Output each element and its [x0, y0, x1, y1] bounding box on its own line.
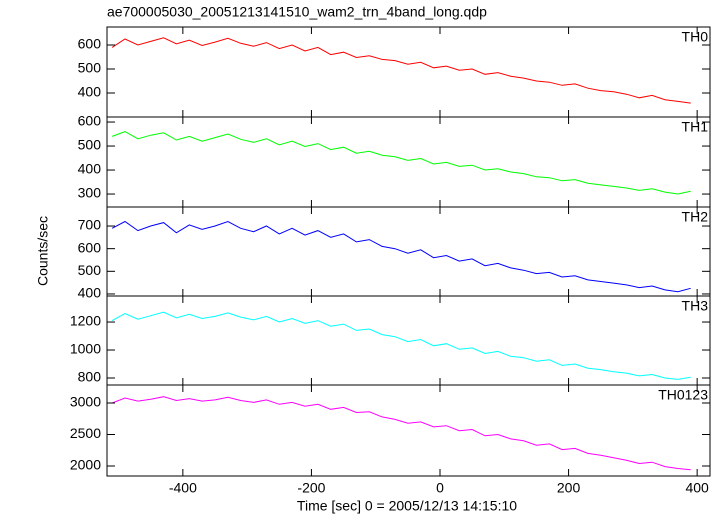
y-tick-label: 400	[78, 161, 102, 177]
y-tick-label: 2500	[70, 425, 101, 441]
panel-frame	[106, 26, 711, 118]
panel-label: TH0	[682, 29, 709, 45]
x-tick-label: 400	[685, 480, 709, 496]
panel-frame	[106, 295, 711, 386]
light-curve	[111, 396, 691, 471]
y-tick-label: 400	[78, 84, 102, 100]
x-axis-label: Time [sec] 0 = 2005/12/13 14:15:10	[297, 498, 517, 514]
y-tick-label: 2000	[70, 457, 101, 473]
panel-frame	[106, 206, 711, 297]
y-tick-label: 500	[78, 60, 102, 76]
x-tick-label: -400	[169, 480, 197, 496]
y-tick-label: 600	[78, 36, 102, 52]
y-tick-label: 700	[78, 217, 102, 233]
chart-title: ae700005030_20051213141510_wam2_trn_4ban…	[107, 4, 487, 20]
light-curve	[111, 220, 691, 293]
panel-label: TH3	[682, 298, 709, 314]
y-tick-label: 1000	[70, 341, 101, 357]
x-tick-label: 200	[557, 480, 581, 496]
panel-frame	[106, 116, 711, 208]
light-curve	[111, 37, 691, 104]
y-tick-label: 500	[78, 262, 102, 278]
y-tick-label: 600	[78, 239, 102, 255]
y-tick-label: 800	[78, 369, 102, 385]
panel-frame	[106, 384, 711, 477]
y-axis-label: Counts/sec	[35, 216, 51, 286]
panel-label: TH2	[682, 209, 709, 225]
panel-label: TH1	[682, 119, 709, 135]
x-tick-label: -200	[297, 480, 325, 496]
panel-label: TH0123	[658, 387, 708, 403]
x-tick-label: 0	[436, 480, 444, 496]
y-tick-label: 500	[78, 137, 102, 153]
y-tick-label: 300	[78, 185, 102, 201]
y-tick-label: 400	[78, 285, 102, 301]
y-tick-label: 3000	[70, 394, 101, 410]
y-tick-label: 1200	[70, 313, 101, 329]
light-curve	[111, 311, 691, 380]
light-curve	[111, 131, 691, 195]
y-tick-label: 600	[78, 113, 102, 129]
